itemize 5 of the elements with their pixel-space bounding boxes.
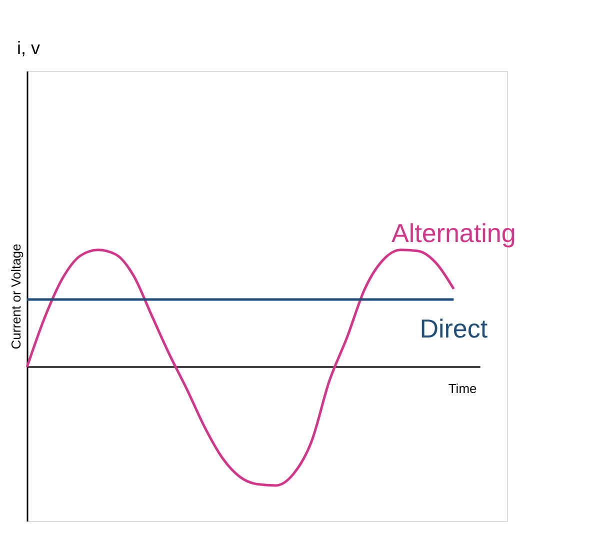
series-label: Direct — [420, 314, 488, 344]
text: i, v — [17, 38, 40, 58]
x-axis-title: Time — [448, 381, 477, 396]
series-label: Alternating — [392, 218, 516, 248]
y-axis-title: Current or Voltage — [8, 244, 24, 350]
